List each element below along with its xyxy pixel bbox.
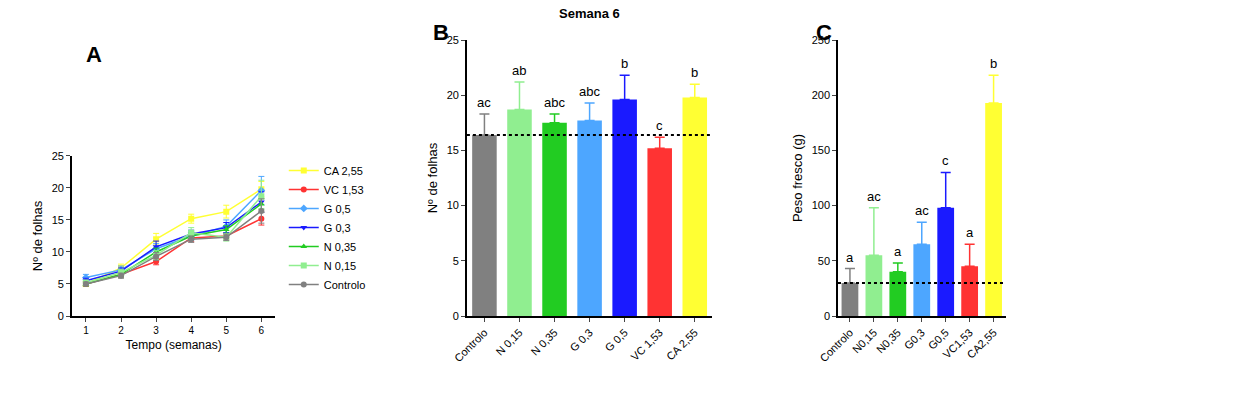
svg-text:b: b [990,56,997,71]
svg-text:CA 2,55: CA 2,55 [324,165,363,177]
svg-text:b: b [621,56,628,71]
svg-text:4: 4 [188,325,194,336]
svg-text:25: 25 [447,34,459,46]
svg-text:c: c [942,153,949,168]
svg-text:a: a [894,244,902,259]
svg-text:Semana 6: Semana 6 [559,6,620,21]
svg-text:2: 2 [118,325,124,336]
svg-text:50: 50 [818,255,830,267]
svg-text:10: 10 [447,199,459,211]
svg-text:G 0,3: G 0,3 [324,222,351,234]
svg-text:15: 15 [447,144,459,156]
svg-text:G 0,5: G 0,5 [324,203,351,215]
svg-text:0: 0 [58,310,64,322]
svg-text:VC1,53: VC1,53 [941,326,975,360]
svg-text:Controlo: Controlo [452,326,490,364]
svg-text:CA 2,55: CA 2,55 [664,326,700,362]
svg-text:Controlo: Controlo [324,279,366,291]
svg-text:CA2,55: CA2,55 [964,326,998,360]
svg-text:0: 0 [453,310,459,322]
svg-text:15: 15 [52,214,64,226]
svg-text:abc: abc [544,95,565,110]
svg-text:N0,15: N0,15 [850,326,879,355]
svg-text:A: A [86,42,102,67]
svg-text:5: 5 [58,278,64,290]
svg-text:B: B [433,20,449,45]
svg-text:25: 25 [52,150,64,162]
svg-text:0: 0 [824,310,830,322]
svg-text:20: 20 [52,182,64,194]
svg-text:ab: ab [512,63,526,78]
svg-text:20: 20 [447,89,459,101]
svg-text:ac: ac [867,189,881,204]
svg-text:100: 100 [812,199,830,211]
svg-text:a: a [966,225,974,240]
svg-text:5: 5 [223,325,229,336]
svg-text:5: 5 [453,255,459,267]
svg-text:Tempo (semanas): Tempo (semanas) [126,338,222,352]
svg-text:a: a [846,250,854,265]
svg-text:N 0,35: N 0,35 [324,241,356,253]
svg-text:150: 150 [812,144,830,156]
svg-text:ac: ac [915,203,929,218]
svg-text:VC 1,53: VC 1,53 [324,184,364,196]
svg-text:N 0,35: N 0,35 [528,326,559,357]
svg-text:N0,35: N0,35 [874,326,903,355]
svg-text:VC 1,53: VC 1,53 [628,326,665,363]
svg-text:6: 6 [259,325,265,336]
svg-text:C: C [816,20,832,45]
svg-text:b: b [691,65,698,80]
svg-text:c: c [656,118,663,133]
svg-text:Nº de folhas: Nº de folhas [425,142,440,213]
svg-text:250: 250 [812,34,830,46]
svg-text:G 0,3: G 0,3 [567,326,595,354]
svg-text:Controlo: Controlo [817,326,855,364]
svg-text:G0,3: G0,3 [902,326,927,351]
svg-text:ac: ac [477,95,491,110]
svg-text:1: 1 [83,325,89,336]
svg-text:200: 200 [812,89,830,101]
svg-text:3: 3 [153,325,159,336]
svg-text:Peso fresco (g): Peso fresco (g) [790,134,805,222]
svg-text:Nº de folhas: Nº de folhas [30,200,45,271]
svg-text:G 0,5: G 0,5 [602,326,630,354]
svg-text:G0,5: G0,5 [926,326,951,351]
svg-text:10: 10 [52,246,64,258]
svg-text:abc: abc [579,84,600,99]
svg-text:N 0,15: N 0,15 [493,326,524,357]
svg-text:N 0,15: N 0,15 [324,260,356,272]
